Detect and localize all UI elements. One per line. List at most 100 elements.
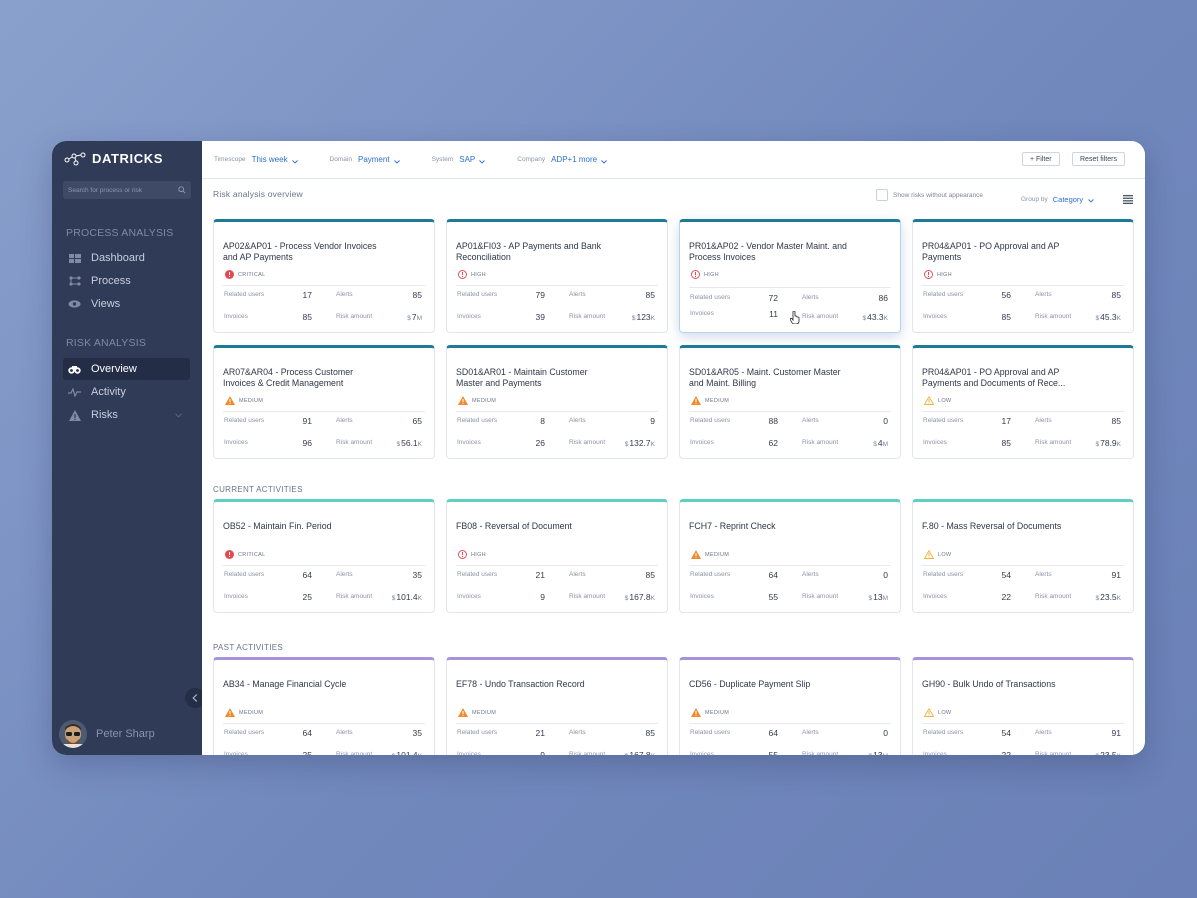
amount-suffix: K (417, 441, 422, 448)
risk-card[interactable]: CD56 - Duplicate Payment Slip MEDIUM Rel… (679, 657, 901, 755)
related-users-label: Related users (690, 729, 731, 736)
risk-card[interactable]: EF78 - Undo Transaction Record MEDIUM Re… (446, 657, 668, 755)
show-risks-checkbox[interactable] (876, 189, 888, 201)
currency-symbol: $ (631, 315, 636, 322)
divider (922, 723, 1124, 724)
risk-card[interactable]: AP01&FI03 - AP Payments and Bank Reconci… (446, 219, 668, 333)
invoices-value: 96 (302, 438, 312, 448)
sidebar-item-process[interactable]: Process (63, 270, 190, 292)
risk-card[interactable]: PR04&AP01 - PO Approval and AP Payments … (912, 345, 1134, 459)
card-title: CD56 - Duplicate Payment Slip (689, 679, 811, 689)
risk-card[interactable]: AB34 - Manage Financial Cycle MEDIUM Rel… (213, 657, 435, 755)
sidebar-item-risks[interactable]: Risks (63, 404, 190, 426)
filter-label: System (431, 156, 454, 163)
group-by-select[interactable]: Group by Category (1021, 190, 1095, 208)
alerts-value: 85 (645, 290, 655, 300)
risk-card[interactable]: FCH7 - Reprint Check MEDIUM Related user… (679, 499, 901, 613)
logo[interactable]: DATRICKS (64, 151, 163, 166)
amount-suffix: K (883, 315, 888, 322)
invoices-label: Invoices (923, 593, 947, 600)
amount-number: 13 (873, 592, 883, 602)
risk-card[interactable]: F.80 - Mass Reversal of Documents LOW Re… (912, 499, 1134, 613)
show-risks-label: Show risks without appearance (893, 191, 983, 199)
risk-amount-label: Risk amount (1035, 313, 1072, 320)
sidebar-item-overview[interactable]: Overview (63, 358, 190, 380)
filter-timescope[interactable]: Timescope This week (214, 151, 298, 169)
alerts-label: Alerts (1035, 571, 1052, 578)
invoices-value: 55 (768, 592, 778, 602)
currency-symbol: $ (862, 315, 867, 322)
risk-card[interactable]: SD01&AR05 - Maint. Customer Master and M… (679, 345, 901, 459)
risk-amount-value: $56.1K (396, 438, 422, 448)
search-input[interactable] (68, 186, 176, 194)
related-users-label: Related users (457, 291, 498, 298)
risk-amount-value: $132.7K (625, 438, 655, 448)
related-users-value: 17 (302, 290, 312, 300)
warning-icon (68, 409, 81, 421)
currency-symbol: $ (868, 595, 873, 602)
related-users-value: 54 (1001, 728, 1011, 738)
sidebar-item-activity[interactable]: Activity (63, 381, 190, 403)
app-window: DATRICKS PROCESS ANALYSIS Dashboard Proc… (52, 141, 1145, 755)
amount-number: 78.9 (1100, 438, 1117, 448)
invoices-label: Invoices (224, 751, 248, 755)
risk-card[interactable]: PR01&AP02 - Vendor Master Maint. and Pro… (679, 219, 901, 333)
related-users-value: 21 (535, 570, 545, 580)
risk-card[interactable]: AR07&AR04 - Process Customer Invoices & … (213, 345, 435, 459)
chevron-down-icon (479, 151, 486, 169)
severity-badge: MEDIUM (225, 704, 263, 722)
invoices-value: 85 (1001, 312, 1011, 322)
risk-card[interactable]: FB08 - Reversal of Document HIGH Related… (446, 499, 668, 613)
logo-text: DATRICKS (92, 151, 163, 166)
reset-filters-button[interactable]: Reset filters (1072, 152, 1125, 166)
alerts-label: Alerts (1035, 417, 1052, 424)
search-icon[interactable] (178, 181, 186, 199)
risk-card[interactable]: AP02&AP01 - Process Vendor Invoices and … (213, 219, 435, 333)
risk-card[interactable]: SD01&AR01 - Maintain Customer Master and… (446, 345, 668, 459)
invoices-value: 25 (302, 750, 312, 755)
card-title: PR04&AP01 - PO Approval and AP Payments (922, 241, 1060, 262)
sidebar-item-views[interactable]: Views (63, 293, 190, 315)
card-title: OB52 - Maintain Fin. Period (223, 521, 332, 531)
risk-card[interactable]: OB52 - Maintain Fin. Period CRITICAL Rel… (213, 499, 435, 613)
alerts-value: 0 (883, 570, 888, 580)
chevron-down-icon (393, 151, 400, 169)
collapse-sidebar-button[interactable] (185, 688, 205, 708)
filter-value: Payment (357, 155, 390, 164)
alerts-value: 85 (645, 570, 655, 580)
related-users-label: Related users (457, 729, 498, 736)
alerts-label: Alerts (802, 417, 819, 424)
amount-suffix: K (651, 753, 655, 755)
card-title: AR07&AR04 - Process Customer Invoices & … (223, 367, 354, 388)
process-icon (68, 276, 81, 286)
list-view-icon[interactable] (1123, 191, 1133, 209)
alerts-label: Alerts (1035, 291, 1052, 298)
divider (223, 285, 425, 286)
severity-low-icon (923, 392, 935, 410)
amount-suffix: M (882, 441, 888, 448)
risk-card[interactable]: GH90 - Bulk Undo of Transactions LOW Rel… (912, 657, 1134, 755)
invoices-label: Invoices (224, 439, 248, 446)
alerts-label: Alerts (802, 294, 819, 301)
sidebar-item-dashboard[interactable]: Dashboard (63, 247, 190, 269)
invoices-value: 39 (535, 312, 545, 322)
amount-number: 132.7 (629, 438, 651, 448)
risk-amount-label: Risk amount (336, 751, 373, 755)
add-filter-button[interactable]: + Filter (1022, 152, 1060, 166)
risk-amount-label: Risk amount (336, 439, 373, 446)
risk-amount-label: Risk amount (569, 439, 606, 446)
severity-label: MEDIUM (472, 710, 497, 716)
severity-label: HIGH (937, 272, 952, 278)
filter-system[interactable]: System SAP (432, 151, 486, 169)
filter-company[interactable]: Company ADP+1 more (517, 151, 607, 169)
show-risks-toggle[interactable]: Show risks without appearance (876, 189, 983, 201)
amount-suffix: K (1116, 595, 1121, 602)
filter-domain[interactable]: Domain Payment (330, 151, 400, 169)
chevron-down-icon[interactable] (175, 409, 182, 421)
related-users-label: Related users (690, 294, 731, 301)
alerts-value: 35 (412, 728, 422, 738)
user-profile[interactable]: Peter Sharp (59, 720, 155, 748)
amount-number: 45.3 (1100, 312, 1117, 322)
risk-amount-value: $167.8K (625, 592, 655, 602)
risk-card[interactable]: PR04&AP01 - PO Approval and AP Payments … (912, 219, 1134, 333)
